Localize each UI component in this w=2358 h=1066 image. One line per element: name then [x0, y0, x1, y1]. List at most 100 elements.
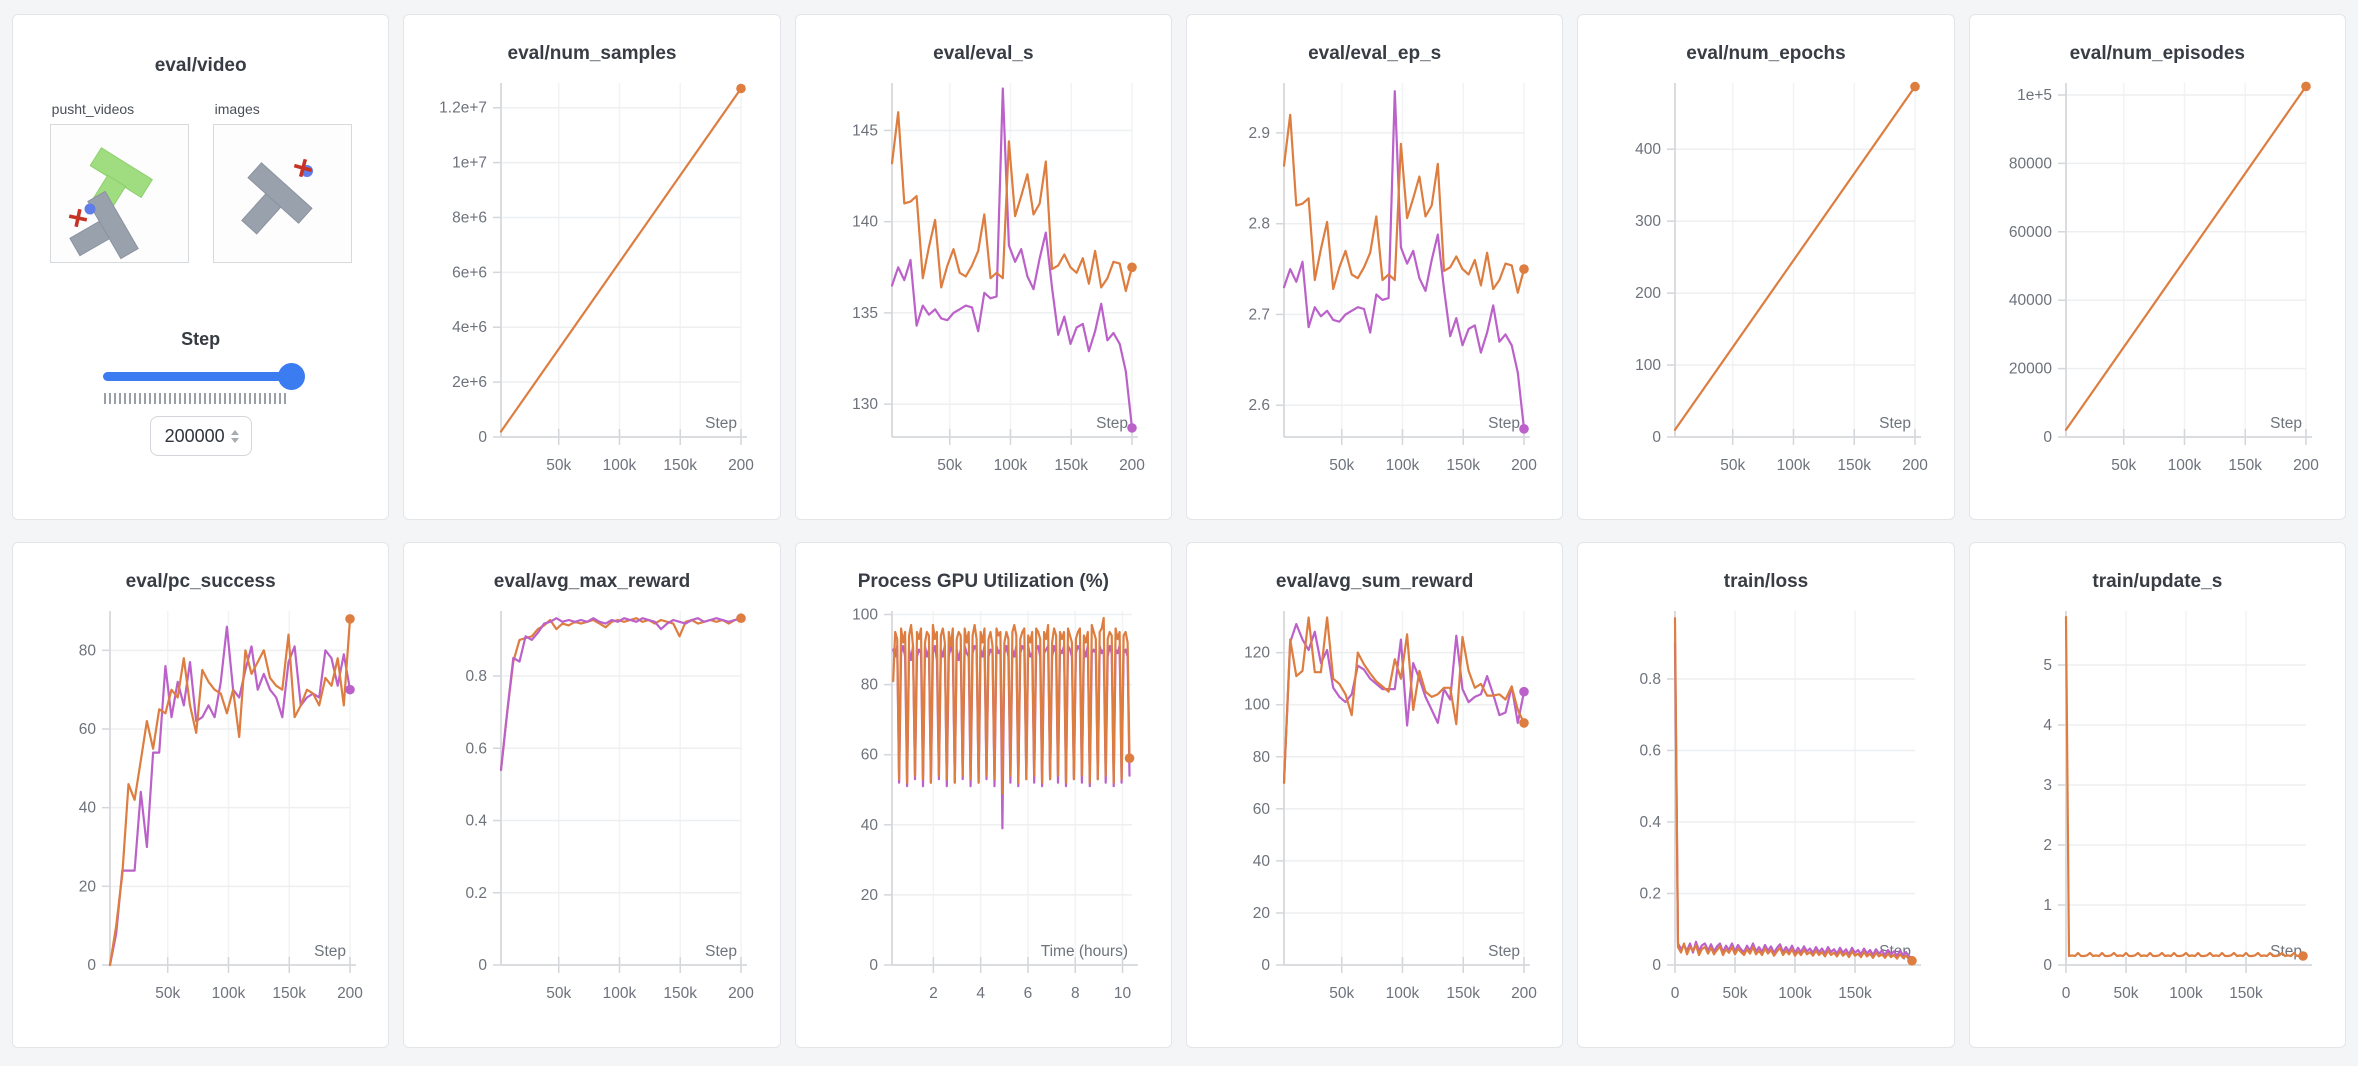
chart-canvas[interactable]: 0 0.2 0.4 0.6 0.8 50k 100k 150k 200 Step	[405, 597, 779, 1033]
media-label: pusht_videos	[51, 101, 135, 117]
y-tick-label: 0	[1652, 957, 1661, 974]
y-tick-label: 3	[2044, 777, 2053, 794]
endpoint-dot-run-orange	[1125, 753, 1135, 764]
series-line-run-purple	[499, 617, 743, 771]
y-tick-label: 0.6	[1639, 742, 1661, 759]
y-tick-label: 145	[852, 122, 878, 139]
step-slider[interactable]	[102, 362, 305, 390]
y-tick-label: 100	[1635, 357, 1661, 374]
series-line-run-orange	[2065, 615, 2305, 958]
chart-panel: eval/num_samples 0 2e+6 4e+6 6e+6 8e+6 1e+7 1.…	[403, 14, 781, 520]
chart-canvas[interactable]: 130 135 140 145 50k 100k 150k 200 Step	[796, 69, 1170, 505]
y-tick-label: 40	[861, 817, 879, 834]
y-tick-label: 300	[1635, 213, 1661, 230]
y-tick-label: 0	[2044, 957, 2053, 974]
chart-canvas[interactable]: 0 1 2 3 4 5 0 50k 100k 150k Step	[1970, 597, 2344, 1033]
chart-title: train/update_s	[2092, 571, 2223, 592]
chart-panel: eval/num_epochs 0 100 200 300 400 50k 100k 150k…	[1577, 14, 1955, 520]
chart-title: eval/num_episodes	[2069, 43, 2245, 64]
media-label: images	[214, 101, 260, 117]
x-tick-label: 200	[728, 985, 754, 1002]
chart-canvas[interactable]: 0 20 40 60 80 100 120 50k 100k 150k 200 Step	[1188, 597, 1562, 1033]
x-tick-label: 150k	[663, 457, 697, 474]
y-tick-label: 0	[87, 957, 96, 974]
y-tick-label: 0	[478, 429, 487, 446]
step-up-icon[interactable]	[230, 429, 239, 435]
x-tick-label: 50k	[1329, 457, 1354, 474]
chart-canvas[interactable]: 0 20000 40000 60000 80000 1e+5 50k 100k 150k 200 S…	[1970, 69, 2344, 505]
y-tick-label: 60	[1252, 801, 1270, 818]
x-tick-label: 50k	[1722, 985, 1747, 1002]
y-tick-label: 0.2	[1639, 885, 1661, 902]
step-down-icon[interactable]	[230, 437, 239, 443]
chart-title: eval/eval_ep_s	[1308, 43, 1442, 64]
x-axis-title: Step	[2270, 415, 2302, 432]
y-tick-label: 20	[861, 887, 879, 904]
endpoint-dot-run-orange	[2301, 81, 2312, 92]
endpoint-dot-run-purple	[344, 684, 355, 695]
series-line-run-orange	[108, 617, 351, 967]
x-axis-title: Step	[1096, 415, 1128, 432]
x-tick-label: 100k	[2168, 457, 2202, 474]
x-tick-label: 50k	[1720, 457, 1745, 474]
y-tick-label: 0.8	[1639, 671, 1661, 688]
y-tick-label: 2.9	[1248, 125, 1270, 142]
chart-panel: eval/avg_max_reward 0 0.2 0.4 0.6 0.8 50k 100k…	[403, 542, 781, 1048]
y-tick-label: 400	[1635, 141, 1661, 158]
y-tick-label: 2.7	[1248, 306, 1270, 323]
endpoint-dot-run-orange	[1127, 262, 1138, 273]
slider-track[interactable]	[102, 372, 299, 381]
y-tick-label: 140	[852, 214, 878, 231]
chart-panel: eval/pc_success 0 20 40 60 80 50k 100k 150k 200 S…	[12, 542, 390, 1048]
y-tick-label: 80000	[2009, 155, 2052, 172]
x-tick-label: 150k	[1446, 985, 1480, 1002]
chart-canvas[interactable]: 0 20 40 60 80 50k 100k 150k 200 Step	[14, 597, 388, 1033]
x-tick-label: 200	[1902, 457, 1928, 474]
x-tick-label: 50k	[2114, 985, 2139, 1002]
y-tick-label: 1e+7	[452, 155, 487, 172]
x-tick-label: 150k	[272, 985, 306, 1002]
series-line-run-orange	[1282, 113, 1525, 294]
x-tick-label: 150k	[663, 985, 697, 1002]
x-tick-label: 100k	[1778, 985, 1812, 1002]
y-tick-label: 80	[78, 642, 96, 659]
y-tick-label: 0	[478, 957, 487, 974]
series-line-run-orange	[1673, 617, 1914, 962]
chart-panel: eval/avg_sum_reward 0 20 40 60 80 100 120 50k 10…	[1186, 542, 1564, 1048]
y-tick-label: 0	[1652, 429, 1661, 446]
chart-title: eval/avg_sum_reward	[1275, 571, 1474, 592]
chart-canvas[interactable]: 0 20 40 60 80 100 2 4 6 8 10 Time (hours)	[796, 597, 1170, 1033]
x-tick-label: 150k	[2230, 985, 2264, 1002]
x-tick-label: 150k	[1837, 457, 1871, 474]
series-line-run-purple	[891, 87, 1134, 429]
pusht-video-thumbnail[interactable]	[49, 124, 189, 263]
x-axis-title: Step	[314, 943, 346, 960]
chart-canvas[interactable]: 2.6 2.7 2.8 2.9 50k 100k 150k 200 Step	[1188, 69, 1562, 505]
slider-knob[interactable]	[277, 363, 305, 390]
y-tick-label: 120	[1244, 645, 1270, 662]
step-value-field[interactable]	[162, 425, 225, 447]
y-tick-label: 2.6	[1248, 397, 1270, 414]
y-tick-label: 0.4	[465, 813, 487, 830]
chart-canvas[interactable]: 0 2e+6 4e+6 6e+6 8e+6 1e+7 1.2e+7 50k 100k 150k 20…	[405, 69, 779, 505]
stepper-arrows[interactable]	[230, 429, 239, 443]
pusht-image	[240, 158, 313, 235]
x-tick-label: 100k	[1385, 985, 1419, 1002]
x-axis-title: Step	[705, 943, 737, 960]
y-tick-label: 40	[78, 800, 96, 817]
x-tick-label: 200	[2293, 457, 2319, 474]
x-tick-label: 100k	[603, 985, 637, 1002]
x-tick-label: 100k	[994, 457, 1028, 474]
y-tick-label: 0.2	[465, 885, 487, 902]
chart-canvas[interactable]: 0 100 200 300 400 50k 100k 150k 200 Step	[1579, 69, 1953, 505]
step-number-input[interactable]	[149, 416, 252, 456]
gray-t-shape	[68, 190, 139, 260]
chart-panel: train/update_s 0 1 2 3 4 5 0 50k 100k 150k Step	[1968, 542, 2346, 1048]
series-line-run-purple	[1282, 622, 1525, 784]
x-axis-title: Step	[1488, 943, 1520, 960]
endpoint-dot-run-orange	[1518, 264, 1529, 274]
media-thumbnails: pusht_videos	[49, 101, 352, 263]
x-tick-label: 2	[929, 985, 938, 1002]
images-thumbnail[interactable]	[212, 124, 352, 263]
